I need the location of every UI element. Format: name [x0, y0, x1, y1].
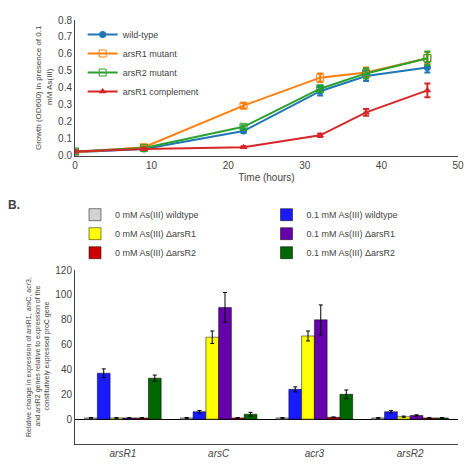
svg-text:60: 60	[61, 339, 73, 350]
svg-text:arsC: arsC	[208, 448, 230, 459]
svg-text:20: 20	[61, 389, 73, 400]
svg-text:0 mM As(III) ΔarsR2: 0 mM As(III) ΔarsR2	[115, 248, 196, 258]
svg-text:B.: B.	[8, 198, 20, 212]
svg-text:Growth (OD600) in presence of: Growth (OD600) in presence of 0.1 mM As(…	[34, 25, 53, 150]
svg-text:20: 20	[223, 160, 235, 171]
svg-text:0: 0	[72, 160, 78, 171]
svg-text:Relative change in expression: Relative change in expression of arsR1, …	[25, 277, 51, 437]
svg-text:0.0: 0.0	[58, 150, 72, 161]
svg-text:0.2: 0.2	[58, 116, 72, 127]
svg-text:0 mM As(III) ΔarsR1: 0 mM As(III) ΔarsR1	[115, 229, 196, 239]
svg-text:0.1: 0.1	[58, 133, 72, 144]
svg-text:0.1 mM As(III) ΔarsR2: 0.1 mM As(III) ΔarsR2	[307, 248, 396, 258]
svg-text:wild-type: wild-type	[122, 30, 159, 40]
svg-text:0: 0	[66, 414, 72, 425]
svg-text:10: 10	[146, 160, 158, 171]
svg-text:arsR1: arsR1	[110, 448, 137, 459]
svg-text:0.6: 0.6	[58, 48, 72, 59]
svg-text:arsR1 mutant: arsR1 mutant	[123, 49, 178, 59]
svg-text:acr3: acr3	[305, 448, 325, 459]
svg-text:0.1 mM As(III) ΔarsR1: 0.1 mM As(III) ΔarsR1	[307, 229, 396, 239]
svg-text:0.1 mM As(III) wildtype: 0.1 mM As(III) wildtype	[307, 210, 398, 220]
svg-text:80: 80	[61, 314, 73, 325]
svg-text:0.3: 0.3	[58, 99, 72, 110]
svg-text:120: 120	[55, 265, 72, 276]
svg-text:0.8: 0.8	[58, 15, 72, 26]
svg-text:0 mM As(III) wildtype: 0 mM As(III) wildtype	[115, 210, 199, 220]
svg-text:100: 100	[55, 289, 72, 300]
svg-text:50: 50	[452, 160, 464, 171]
svg-text:30: 30	[299, 160, 311, 171]
svg-text:0.4: 0.4	[58, 82, 72, 93]
svg-text:0.7: 0.7	[58, 31, 72, 42]
svg-text:arsR2 mutant: arsR2 mutant	[123, 68, 178, 78]
svg-text:0.5: 0.5	[58, 65, 72, 76]
svg-text:Time (hours): Time (hours)	[238, 172, 294, 183]
svg-text:arsR1 complement: arsR1 complement	[123, 87, 199, 97]
svg-text:arsR2: arsR2	[397, 448, 424, 459]
svg-text:40: 40	[376, 160, 388, 171]
svg-text:40: 40	[61, 364, 73, 375]
